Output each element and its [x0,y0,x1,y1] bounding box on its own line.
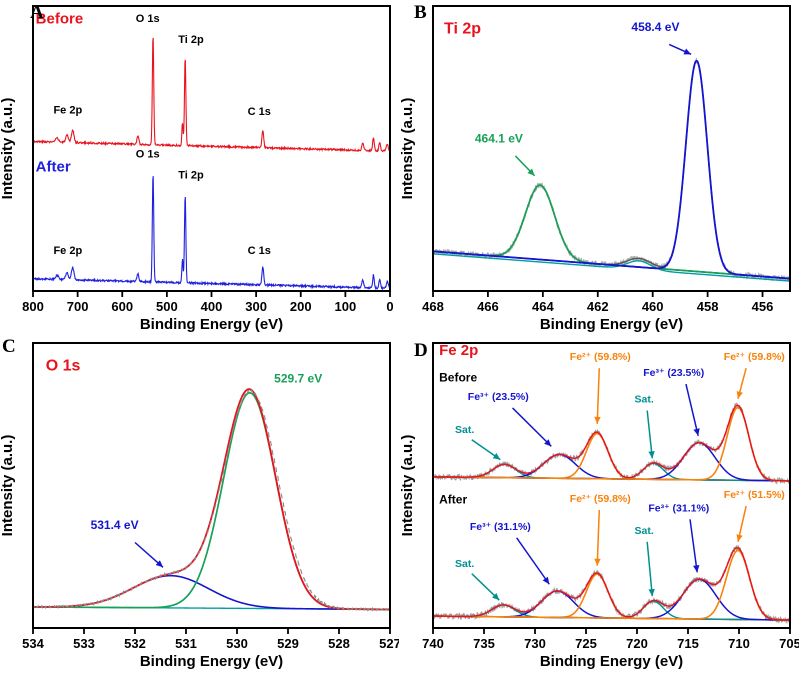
svg-text:725: 725 [575,636,597,651]
svg-text:Fe²⁺ (59.8%): Fe²⁺ (59.8%) [570,351,631,363]
svg-text:Ti 2p: Ti 2p [178,169,204,181]
svg-text:Sat.: Sat. [635,394,654,406]
svg-text:Binding Energy (eV): Binding Energy (eV) [540,653,683,670]
svg-text:Fe 2p: Fe 2p [53,104,82,116]
svg-text:C 1s: C 1s [248,106,271,118]
svg-text:533: 533 [73,636,95,651]
panel-c-chart: 534 533 532 531 530 529 528 527 Binding Energy (… [0,342,399,670]
svg-text:466: 466 [477,299,499,314]
svg-text:532: 532 [124,636,146,651]
svg-text:534: 534 [22,636,44,651]
svg-text:710: 710 [728,636,750,651]
svg-text:Binding Energy (eV): Binding Energy (eV) [140,653,283,670]
svg-text:Sat.: Sat. [455,424,474,436]
panel-d: 740 735 730 725 720 715 710 705 Binding Energy (… [400,337,799,673]
svg-text:458.4 eV: 458.4 eV [631,20,679,34]
panel-letter-a: A [30,2,44,23]
svg-text:Intensity (a.u.): Intensity (a.u.) [0,435,16,537]
svg-text:Fe 2p: Fe 2p [53,245,82,257]
svg-text:0: 0 [386,299,393,314]
svg-text:Fe³⁺ (31.1%): Fe³⁺ (31.1%) [470,521,531,533]
svg-text:Fe²⁺ (51.5%): Fe²⁺ (51.5%) [724,489,785,501]
panel-b: 468 466 464 462 460 458 456 Binding Energy (eV)… [400,0,799,336]
svg-text:300: 300 [245,299,267,314]
svg-text:460: 460 [642,299,664,314]
svg-text:740: 740 [422,636,444,651]
panel-d-chart: 740 735 730 725 720 715 710 705 Binding Energy (… [400,342,799,670]
panel-c: 534 533 532 531 530 529 528 527 Binding Energy (… [0,337,399,673]
svg-text:735: 735 [473,636,495,651]
panel-letter-b: B [414,2,427,23]
svg-text:Fe³⁺ (31.1%): Fe³⁺ (31.1%) [648,502,709,514]
svg-text:527: 527 [379,636,399,651]
svg-text:468: 468 [422,299,444,314]
svg-text:Intensity (a.u.): Intensity (a.u.) [0,98,16,200]
svg-text:Fe²⁺ (59.8%): Fe²⁺ (59.8%) [570,493,631,505]
svg-text:Fe 2p: Fe 2p [439,342,478,359]
svg-text:Binding Energy (eV): Binding Energy (eV) [540,316,683,333]
svg-text:Ti 2p: Ti 2p [444,20,481,37]
svg-text:529.7 eV: 529.7 eV [274,372,322,386]
svg-text:705: 705 [779,636,799,651]
svg-text:Fe³⁺ (23.5%): Fe³⁺ (23.5%) [643,367,704,379]
svg-text:730: 730 [524,636,546,651]
svg-text:531: 531 [175,636,197,651]
svg-text:715: 715 [677,636,699,651]
svg-text:500: 500 [156,299,178,314]
svg-text:530: 530 [226,636,248,651]
svg-text:C 1s: C 1s [248,245,271,257]
svg-text:After: After [439,492,467,506]
svg-text:600: 600 [111,299,133,314]
svg-text:529: 529 [277,636,299,651]
svg-text:O 1s: O 1s [136,148,160,160]
svg-text:After: After [36,158,71,175]
svg-text:Before: Before [439,370,477,384]
panel-letter-c: C [2,336,16,357]
svg-text:Before: Before [36,11,84,28]
svg-text:O 1s: O 1s [46,357,81,374]
svg-text:Ti 2p: Ti 2p [178,34,204,46]
svg-text:462: 462 [587,299,609,314]
svg-text:Fe²⁺ (59.8%): Fe²⁺ (59.8%) [724,351,785,363]
svg-text:456: 456 [752,299,774,314]
svg-text:O 1s: O 1s [136,13,160,25]
svg-text:Intensity (a.u.): Intensity (a.u.) [400,435,416,537]
svg-text:Binding Energy (eV): Binding Energy (eV) [140,316,283,333]
svg-text:464: 464 [532,299,554,314]
svg-text:400: 400 [201,299,223,314]
svg-text:Sat.: Sat. [635,525,654,537]
svg-text:528: 528 [328,636,350,651]
svg-text:700: 700 [67,299,89,314]
panel-a: 800 700 600 500 400 300 200 100 0 Binding Energy … [0,0,399,336]
svg-text:Fe³⁺ (23.5%): Fe³⁺ (23.5%) [468,391,529,403]
svg-text:531.4 eV: 531.4 eV [91,518,139,532]
svg-text:100: 100 [335,299,357,314]
svg-text:464.1 eV: 464.1 eV [475,131,523,145]
panel-letter-d: D [414,340,428,361]
svg-text:200: 200 [290,299,312,314]
panel-b-chart: 468 466 464 462 460 458 456 Binding Energy (eV)… [400,5,791,333]
svg-text:Sat.: Sat. [455,558,474,570]
svg-text:800: 800 [22,299,44,314]
panel-a-chart: 800 700 600 500 400 300 200 100 0 Binding Energy … [0,5,394,333]
svg-text:458: 458 [697,299,719,314]
svg-text:Intensity (a.u.): Intensity (a.u.) [400,98,416,200]
svg-text:720: 720 [626,636,648,651]
